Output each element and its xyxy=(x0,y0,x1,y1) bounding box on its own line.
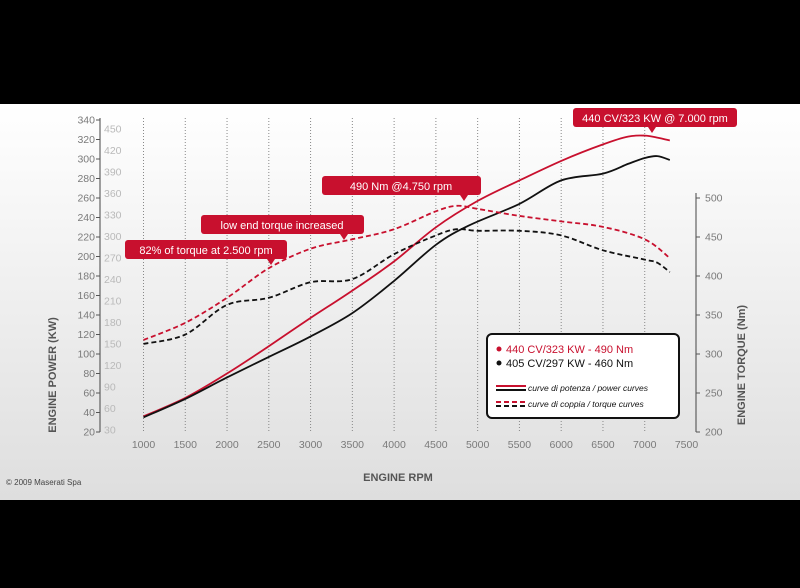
kw-tick-label-20: 20 xyxy=(83,427,95,439)
callout-low-end-pointer xyxy=(340,234,348,240)
cv-tick-label-60: 60 xyxy=(104,403,116,415)
cv-tick-label-120: 120 xyxy=(104,360,122,372)
nm-tick-label-200: 200 xyxy=(705,427,723,439)
callout-peak-power: 440 CV/323 KW @ 7.000 rpm xyxy=(573,108,737,133)
cv-tick-label-360: 360 xyxy=(104,188,122,200)
rpm-tick-label-7500: 7500 xyxy=(675,439,699,451)
kw-tick-label-140: 140 xyxy=(77,310,95,322)
copyright-text: © 2009 Maserati Spa xyxy=(6,478,82,487)
rpm-tick-label-5500: 5500 xyxy=(508,439,532,451)
nm-tick-labels: 200 250 300 350 400 450 500 xyxy=(696,193,723,439)
cv-tick-label-270: 270 xyxy=(104,252,122,264)
cv-tick-labels: 30 60 90 120 150 180 210 240 270 300 330 360 390 420 4… xyxy=(104,123,122,436)
rpm-tick-label-7000: 7000 xyxy=(633,439,657,451)
callout-peak-power-box xyxy=(573,108,737,127)
nm-tick-label-250: 250 xyxy=(705,388,723,400)
callout-82-percent-box xyxy=(125,240,287,259)
kw-tick-label-60: 60 xyxy=(83,388,95,400)
rpm-tick-label-5000: 5000 xyxy=(466,439,490,451)
callout-peak-power-pointer xyxy=(648,127,656,133)
kw-tick-label-100: 100 xyxy=(77,349,95,361)
series-lines xyxy=(143,134,671,419)
series-line-2 xyxy=(143,204,671,341)
rpm-tick-label-2500: 2500 xyxy=(257,439,281,451)
kw-tick-label-300: 300 xyxy=(77,154,95,166)
rpm-tick-label-1500: 1500 xyxy=(174,439,198,451)
kw-tick-label-40: 40 xyxy=(83,407,95,419)
callout-low-end: low end torque increased xyxy=(201,215,364,240)
cv-tick-label-450: 450 xyxy=(104,123,122,135)
cv-tick-label-180: 180 xyxy=(104,317,122,329)
kw-tick-label-160: 160 xyxy=(77,290,95,302)
rpm-tick-label-4000: 4000 xyxy=(382,439,406,451)
callout-82-percent-pointer xyxy=(267,259,275,265)
cv-tick-label-420: 420 xyxy=(104,145,122,157)
callout-peak-torque-pointer xyxy=(460,195,468,201)
series-line-1 xyxy=(143,155,671,419)
cv-tick-label-390: 390 xyxy=(104,166,122,178)
kw-tick-label-320: 320 xyxy=(77,134,95,146)
nm-tick-label-350: 350 xyxy=(705,310,723,322)
callout-82-percent: 82% of torque at 2.500 rpm xyxy=(125,240,287,265)
callout-peak-torque: 490 Nm @4.750 rpm xyxy=(322,176,481,201)
kw-tick-label-260: 260 xyxy=(77,193,95,205)
cv-tick-label-150: 150 xyxy=(104,338,122,350)
kw-tick-labels: 20 40 60 80 100 120 140 160 180 200 220 240 260 280 30… xyxy=(77,115,100,439)
legend-black-dot xyxy=(496,360,502,366)
kw-tick-label-240: 240 xyxy=(77,212,95,224)
legend: 440 CV/323 KW - 490 Nm 405 CV/297 KW - 4… xyxy=(486,333,680,419)
kw-tick-label-340: 340 xyxy=(77,115,95,127)
cv-tick-label-330: 330 xyxy=(104,209,122,221)
kw-tick-label-180: 180 xyxy=(77,271,95,283)
axes xyxy=(99,118,697,432)
rpm-tick-label-4500: 4500 xyxy=(424,439,448,451)
rpm-tick-labels: 1000 1500 2000 2500 3000 3500 4000 4500 5000 5500… xyxy=(132,439,699,451)
rpm-tick-label-2000: 2000 xyxy=(215,439,239,451)
left-axis-label: ENGINE POWER (KW) xyxy=(47,317,59,433)
cv-tick-label-300: 300 xyxy=(104,231,122,243)
kw-tick-label-200: 200 xyxy=(77,251,95,263)
callout-peak-torque-box xyxy=(322,176,481,195)
callout-82-percent-text: 82% of torque at 2.500 rpm xyxy=(139,245,272,257)
cv-tick-label-210: 210 xyxy=(104,295,122,307)
kw-tick-label-120: 120 xyxy=(77,329,95,341)
rpm-tick-label-6000: 6000 xyxy=(550,439,574,451)
rpm-tick-label-3500: 3500 xyxy=(341,439,365,451)
right-axis-label: ENGINE TORQUE (Nm) xyxy=(736,305,748,426)
nm-tick-label-450: 450 xyxy=(705,232,723,244)
series-line-0 xyxy=(143,134,671,418)
cv-tick-label-90: 90 xyxy=(104,381,116,393)
callout-peak-torque-text: 490 Nm @4.750 rpm xyxy=(350,181,452,193)
legend-line-1: 440 CV/323 KW - 490 Nm xyxy=(506,344,633,356)
nm-tick-label-300: 300 xyxy=(705,349,723,361)
legend-red-dot xyxy=(496,346,502,352)
callout-peak-power-text: 440 CV/323 KW @ 7.000 rpm xyxy=(582,113,728,125)
nm-tick-label-400: 400 xyxy=(705,271,723,283)
callout-low-end-box xyxy=(201,215,364,234)
kw-tick-label-280: 280 xyxy=(77,173,95,185)
kw-tick-label-80: 80 xyxy=(83,368,95,380)
rpm-tick-label-6500: 6500 xyxy=(591,439,615,451)
callout-low-end-text: low end torque increased xyxy=(221,220,344,232)
chart-panel xyxy=(0,104,800,500)
legend-box xyxy=(486,333,680,419)
legend-line-2: 405 CV/297 KW - 460 Nm xyxy=(506,358,633,370)
legend-torque-label: curve di coppia / torque curves xyxy=(528,399,645,409)
nm-tick-label-500: 500 xyxy=(705,193,723,205)
cv-tick-label-240: 240 xyxy=(104,274,122,286)
kw-tick-label-220: 220 xyxy=(77,232,95,244)
series-line-3 xyxy=(143,228,671,345)
x-axis-label: ENGINE RPM xyxy=(363,472,433,484)
rpm-tick-label-1000: 1000 xyxy=(132,439,156,451)
cv-tick-label-30: 30 xyxy=(104,424,116,436)
legend-power-label: curve di potenza / power curves xyxy=(528,383,649,393)
rpm-tick-label-3000: 3000 xyxy=(299,439,323,451)
